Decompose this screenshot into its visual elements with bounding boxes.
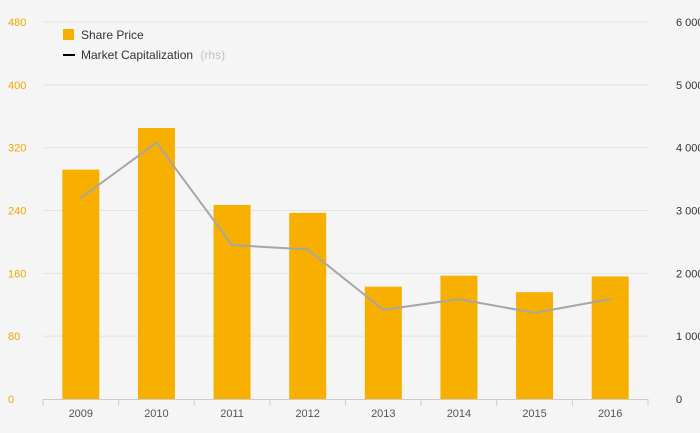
legend-market-cap-label: Market Capitalization (rhs) — [81, 48, 225, 62]
x-axis: 2009 2010 2011 2012 2013 2014 2015 2016 — [42, 399, 649, 420]
x-axis-tick-label: 2014 — [447, 408, 471, 420]
right-axis-tick-label: 4 000 — [676, 143, 700, 155]
market-cap-point — [231, 244, 233, 246]
market-cap-point — [155, 141, 158, 144]
share-price-bar — [289, 212, 327, 399]
x-axis-tick-label: 2011 — [220, 408, 244, 420]
market-cap-point — [533, 312, 536, 314]
left-axis-tick-label: 160 — [8, 268, 26, 280]
market-cap-point — [382, 308, 385, 311]
grid-lines — [43, 21, 648, 337]
right-axis-tick-label: 3 000 — [676, 206, 700, 218]
right-axis-tick-label: 5 000 — [676, 80, 700, 92]
share-price-bar — [440, 275, 478, 399]
right-axis-tick-label: 1 000 — [676, 331, 700, 343]
x-axis-tick-label: 2012 — [295, 408, 319, 420]
market-cap-point — [306, 248, 309, 251]
left-axis-tick-label: 0 — [8, 394, 14, 406]
market-cap-point — [458, 298, 460, 300]
right-axis-tick-label: 6 000 — [676, 17, 700, 29]
share-price-bar — [213, 205, 251, 399]
x-axis-tick-label: 2010 — [144, 408, 168, 420]
legend-share-price-swatch — [63, 29, 74, 40]
share-price-bar — [516, 292, 554, 399]
left-axis-ticks: 0 80 160 240 320 400 480 — [8, 17, 26, 406]
x-axis-tick-label: 2013 — [371, 408, 395, 420]
legend-share-price-label: Share Price — [81, 28, 144, 42]
market-cap-point — [609, 298, 611, 300]
market-cap-line-group — [80, 141, 611, 314]
right-axis-tick-label: 2 000 — [676, 268, 700, 280]
left-axis-tick-label: 320 — [8, 143, 26, 155]
market-cap-point — [80, 197, 82, 199]
left-axis-tick-label: 400 — [8, 80, 26, 92]
market-cap-line — [80, 141, 611, 314]
share-price-bar — [591, 276, 629, 399]
right-axis-tick-label: 0 — [676, 394, 682, 406]
legend-market-cap-name: Market Capitalization — [81, 48, 193, 62]
left-axis-tick-label: 240 — [8, 206, 26, 218]
x-axis-tick-label: 2015 — [522, 408, 546, 420]
share-price-bar — [62, 169, 100, 399]
legend: Share Price Market Capitalization (rhs) — [63, 28, 225, 62]
share-price-bar — [137, 128, 175, 399]
left-axis-tick-label: 80 — [8, 331, 20, 343]
right-axis-ticks: 0 1 000 2 000 3 000 4 000 5 000 6 000 — [676, 17, 700, 406]
share-price-bar — [364, 286, 402, 399]
legend-market-cap-suffix: (rhs) — [200, 48, 225, 62]
x-axis-tick-label: 2016 — [598, 408, 622, 420]
x-axis-tick-label: 2009 — [69, 408, 93, 420]
share-price-bars — [62, 128, 629, 399]
left-axis-tick-label: 480 — [8, 17, 26, 29]
